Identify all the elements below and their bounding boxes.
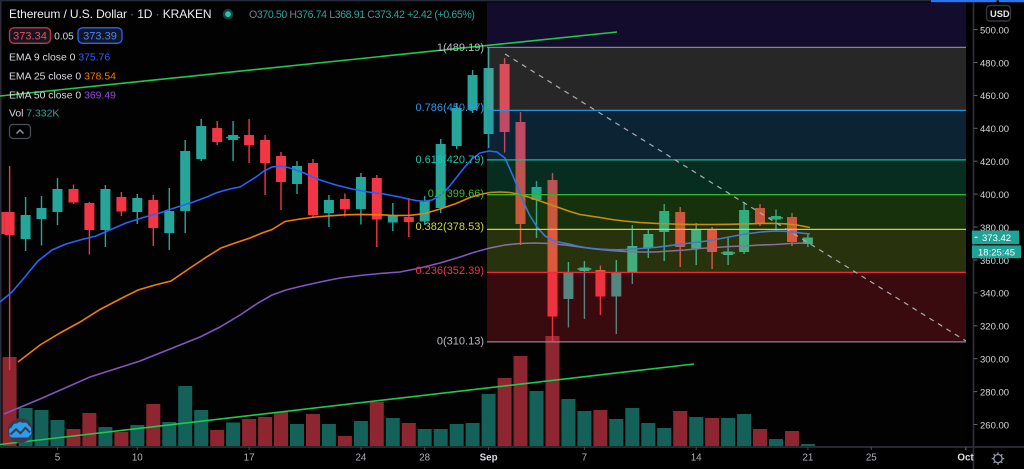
svg-text:14: 14	[691, 453, 702, 464]
svg-text:340.00: 340.00	[980, 289, 1009, 300]
svg-text:Oct: Oct	[957, 453, 974, 464]
svg-text:280.00: 280.00	[980, 387, 1009, 398]
svg-text:Ethereum / U.S. Dollar · 1D ·: Ethereum / U.S. Dollar · 1D · KRAKEN	[9, 7, 211, 21]
svg-text:21: 21	[802, 453, 813, 464]
svg-text:260.00: 260.00	[980, 420, 1009, 431]
svg-text:373.42: 373.42	[982, 233, 1011, 244]
svg-text:EMA 25 close 0 378.54: EMA 25 close 0 378.54	[9, 72, 116, 83]
svg-text:480.00: 480.00	[980, 58, 1009, 69]
svg-text:O370.50 H376.74 L368.91 C373.4: O370.50 H376.74 L368.91 C373.42 +2.42 (+…	[249, 9, 475, 21]
svg-text:440.00: 440.00	[980, 124, 1009, 135]
svg-text:0.786(450.87): 0.786(450.87)	[416, 102, 485, 114]
svg-text:17: 17	[244, 453, 255, 464]
svg-text:460.00: 460.00	[980, 91, 1009, 102]
svg-text:24: 24	[355, 453, 366, 464]
svg-text:Vol 7.332K: Vol 7.332K	[9, 109, 59, 120]
svg-text:1(489.19): 1(489.19)	[437, 42, 484, 54]
svg-text:0(310.13): 0(310.13)	[437, 336, 484, 348]
svg-text:Sep: Sep	[480, 453, 498, 464]
svg-text:25: 25	[866, 453, 877, 464]
svg-text:360.00: 360.00	[980, 256, 1009, 267]
svg-text:0.05: 0.05	[54, 31, 74, 42]
svg-text:0.236(352.39): 0.236(352.39)	[416, 265, 485, 277]
svg-text:373.34: 373.34	[13, 31, 47, 43]
svg-text:373.39: 373.39	[83, 31, 117, 43]
svg-text:500.00: 500.00	[980, 25, 1009, 36]
svg-text:0.382(378.53): 0.382(378.53)	[416, 221, 485, 233]
svg-text:320.00: 320.00	[980, 322, 1009, 333]
svg-text:0.5(399.66): 0.5(399.66)	[428, 188, 484, 200]
svg-text:EMA 50 close 0 369.49: EMA 50 close 0 369.49	[9, 91, 116, 102]
svg-text:0.618(420.79): 0.618(420.79)	[416, 154, 485, 166]
svg-text:USD: USD	[990, 9, 1010, 19]
svg-text:300.00: 300.00	[980, 355, 1009, 366]
svg-text:420.00: 420.00	[980, 157, 1009, 168]
svg-text:400.00: 400.00	[980, 190, 1009, 201]
svg-text:EMA 9 close 0 375.76: EMA 9 close 0 375.76	[9, 53, 110, 64]
svg-text:5: 5	[55, 453, 61, 464]
svg-text:10: 10	[132, 453, 143, 464]
svg-text:7: 7	[582, 453, 587, 464]
svg-text:18:25:45: 18:25:45	[978, 247, 1015, 258]
svg-text:28: 28	[419, 453, 430, 464]
svg-text:380.00: 380.00	[980, 223, 1009, 234]
